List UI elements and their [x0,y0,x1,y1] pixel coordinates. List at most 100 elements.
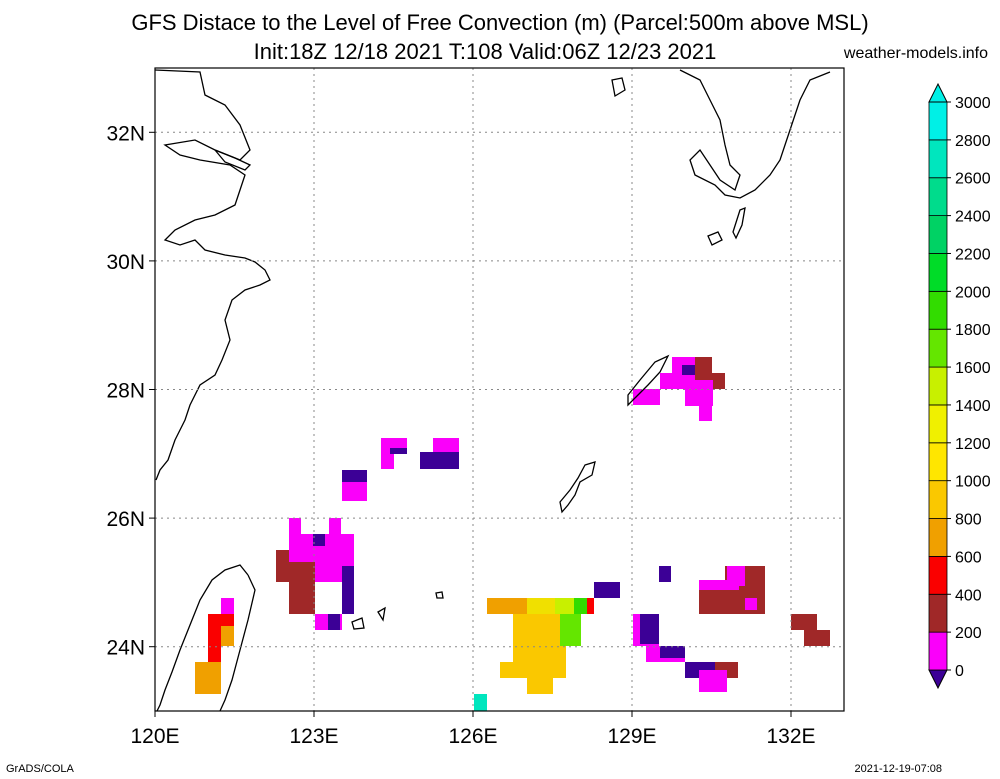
region-cell [315,582,342,614]
region-cell [500,662,513,678]
region-cell [633,389,660,405]
lon-tick-label: 123E [289,725,338,748]
region-cell [745,598,757,610]
region-cell [594,582,620,598]
region-cell [659,566,671,582]
colorbar-label: 2600 [955,171,991,188]
region-cell [699,580,739,590]
lat-tick-label: 32N [106,122,145,145]
colorbar-label: 1000 [955,474,991,491]
colorbar-swatch [928,556,948,595]
region-cell [276,550,289,582]
colorbar-low-arrow [928,669,948,690]
tanegashima [732,206,746,240]
region-cell [390,448,407,454]
footer-timestamp: 2021-12-19-07:08 [854,763,942,775]
region-cell [660,646,685,658]
lon-tick-labels: 120E 123E 126E 129E 132E [130,711,816,748]
region-cell [474,694,487,711]
amami-coastline [627,354,670,407]
taiwan-east-coast [219,574,256,712]
miyako-island [377,606,386,622]
colorbar-label: 0 [955,663,964,680]
colorbar-swatch [928,404,948,444]
lon-tick-label: 129E [607,725,656,748]
colorbar: 0 200 400 600 800 1000 1200 1400 1600 1800 2000 220… [928,82,991,690]
region-cell [587,598,594,614]
region-cell [574,598,587,614]
colorbar-swatch [928,328,948,368]
colorbar-swatch [928,139,948,179]
colorbar-high-arrow [928,82,948,103]
lat-tick-label: 24N [106,637,145,660]
colorbar-swatch [928,442,948,482]
lon-tick-label: 120E [130,725,179,748]
colorbar-label: 800 [955,512,982,529]
region-cell [791,614,817,630]
colorbar-label: 3000 [955,95,991,112]
yakushima [707,231,723,246]
region-cell [329,518,341,534]
region-cell [527,678,553,694]
footer-software-label: GrADS/COLA [6,763,74,775]
colorbar-swatch [928,518,948,557]
colorbar-label: 2200 [955,246,991,263]
region-cell [685,380,713,406]
taiwan-coastline [156,564,249,712]
lon-tick-label: 126E [448,725,497,748]
colorbar-label: 600 [955,549,982,566]
okinawa-coastline [559,461,596,514]
region-cell [342,566,354,614]
colorbar-swatch [928,366,948,406]
yaeyama-island [351,617,365,630]
region-cell [727,566,745,586]
lon-tick-label: 132E [766,725,815,748]
region-cell [420,452,459,469]
region-cell [640,614,659,644]
grid-lines [155,68,844,711]
kyushu-coastline [679,69,831,199]
lat-tick-label: 28N [106,380,145,403]
region-cell [513,646,566,678]
region-cell [221,626,234,646]
colorbar-swatch [928,631,948,671]
region-cell [342,470,367,482]
colorbar-label: 1800 [955,322,991,339]
region-cell [433,438,459,454]
colorbar-swatch [928,480,948,519]
coastlines [154,69,831,712]
shaded-regions [195,357,830,711]
map-subtitle: Init:18Z 12/18 2021 T:108 Valid:06Z 12/2… [253,39,717,64]
lat-tick-label: 26N [106,508,145,531]
river-estuary [214,149,252,171]
colorbar-swatch [928,253,948,292]
region-cell [682,365,695,375]
lat-tick-labels: 24N 26N 28N 30N 32N [106,122,155,660]
credit-label: weather-models.info [843,45,988,62]
daito-island [435,591,444,599]
colorbar-label: 1400 [955,398,991,415]
region-cell [221,598,234,614]
colorbar-swatch [928,101,948,141]
colorbar-label: 2400 [955,209,991,226]
lat-tick-label: 30N [106,251,145,274]
region-cell [699,670,727,692]
region-cell [560,614,581,646]
region-cell [328,614,340,630]
colorbar-label: 200 [955,625,982,642]
region-cell [342,482,367,501]
colorbar-label: 400 [955,587,982,604]
colorbar-swatch [928,215,948,254]
region-cell [381,454,394,469]
region-cell [699,405,712,421]
colorbar-swatch [928,290,948,330]
colorbar-label: 1200 [955,436,991,453]
colorbar-swatch [928,593,948,633]
map-title: GFS Distace to the Level of Free Convect… [131,10,869,35]
region-cell [289,562,315,614]
colorbar-label: 2000 [955,284,991,301]
region-cell [712,373,725,389]
goto-islands [611,77,626,98]
colorbar-label: 1600 [955,360,991,377]
